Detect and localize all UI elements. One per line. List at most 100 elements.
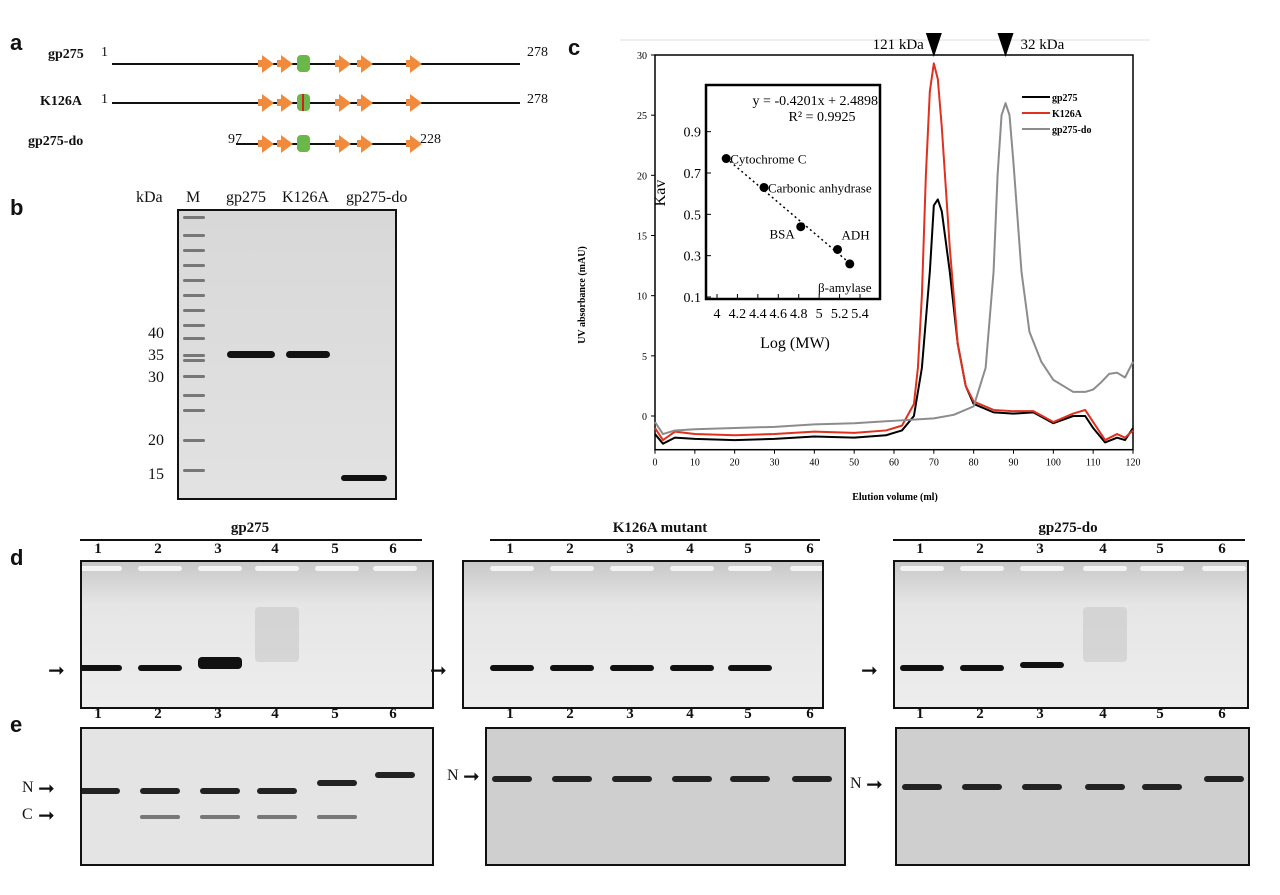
mutation-mark (302, 94, 304, 111)
lane-number: 5 (744, 541, 752, 557)
strand-shaft (357, 60, 363, 67)
lane-number: 3 (214, 541, 222, 557)
x-axis-label: Elution volume (ml) (852, 492, 938, 503)
lane-number: 2 (566, 706, 574, 722)
protein-band (286, 351, 330, 358)
construct-start: 1 (101, 92, 108, 107)
well (790, 566, 822, 571)
panel-label-a: a (10, 30, 23, 55)
x-tick-label: 40 (809, 458, 819, 469)
point-label: Cytochrome C (730, 152, 806, 167)
inset-x-tick-label: 4 (714, 307, 721, 322)
marker-label: 35 (148, 347, 164, 364)
domain-box (297, 135, 310, 152)
lane-number: 4 (271, 541, 279, 557)
strand-arrow-icon (281, 94, 293, 112)
lane-number: 5 (744, 706, 752, 722)
dna-band (138, 665, 182, 671)
strand-shaft (357, 99, 363, 106)
well (138, 566, 182, 571)
ladder-band (183, 439, 205, 442)
well (960, 566, 1004, 571)
protein-band (1142, 784, 1182, 790)
well (373, 566, 417, 571)
marker-label: 121 kDa (873, 37, 925, 53)
shifted-smear (1083, 607, 1127, 662)
x-tick-label: 30 (770, 458, 780, 469)
strand-shaft (335, 140, 341, 147)
lane-number: 2 (976, 541, 984, 557)
gel-image (462, 560, 824, 709)
lane-number: 1 (506, 706, 514, 722)
band-arrow-icon: ➞ (430, 658, 447, 682)
calibration-point (833, 244, 843, 254)
strand-arrow-icon (410, 94, 422, 112)
inset-y-tick-label: 0.1 (684, 291, 702, 306)
gel-image (485, 727, 846, 866)
protein-band (792, 776, 832, 782)
lane-number: 2 (976, 706, 984, 722)
inset-x-label: Log (MW) (760, 335, 830, 352)
inset-y-tick-label: 0.3 (684, 250, 702, 265)
protein-band (1022, 784, 1062, 790)
protein-band (1085, 784, 1125, 790)
band-arrow-icon: ➞ (463, 764, 480, 788)
inset-x-tick-label: 4.2 (729, 307, 747, 322)
well (490, 566, 534, 571)
ladder-band (183, 394, 205, 397)
dna-band (550, 665, 594, 671)
strand-arrow-icon (361, 55, 373, 73)
point-label: ADH (842, 227, 870, 242)
y-tick-label: 25 (637, 111, 647, 122)
fit-equation: y = -0.4201x + 2.4898 (753, 94, 878, 109)
strand-arrow-icon (262, 94, 274, 112)
gel-title: gp275 (230, 520, 270, 536)
strand-shaft (335, 60, 341, 67)
fragment-label: N (447, 767, 459, 784)
lane-number: 1 (506, 541, 514, 557)
well (728, 566, 772, 571)
inset-y-tick-label: 0.9 (684, 126, 702, 141)
well (1020, 566, 1064, 571)
y-axis-label: UV absorbance (mAU) (577, 246, 588, 344)
lane-number: 6 (1218, 541, 1226, 557)
y-tick-label: 5 (642, 352, 647, 363)
dna-band (900, 665, 944, 671)
series-line-K126A (654, 62, 1134, 442)
inset-y-tick-label: 0.7 (684, 167, 702, 182)
gel-title: K126A mutant (612, 520, 708, 536)
ladder-band (183, 469, 205, 472)
ladder-band (183, 354, 205, 357)
cleaved-band (257, 815, 297, 819)
strand-shaft (277, 60, 283, 67)
well (315, 566, 359, 571)
calibration-point (845, 259, 855, 269)
well (670, 566, 714, 571)
protein-band (612, 776, 652, 782)
cleaved-band (140, 815, 180, 819)
panel-label-d: d (10, 545, 24, 570)
lane-number: 6 (806, 541, 814, 557)
marker-label: 30 (148, 369, 164, 386)
lane-number: 2 (154, 541, 162, 557)
band-arrow-icon: ➞ (861, 658, 878, 682)
inset-x-tick-label: 4.6 (770, 307, 788, 322)
lane-number: 3 (1036, 706, 1044, 722)
ladder-band (183, 249, 205, 252)
dna-band (728, 665, 772, 671)
calibration-point (796, 222, 806, 232)
protein-band (375, 772, 415, 778)
series-line-gp275-do (654, 102, 1134, 436)
x-tick-label: 70 (929, 458, 939, 469)
dna-band (82, 665, 122, 671)
strand-shaft (406, 60, 412, 67)
dna-band (610, 665, 654, 671)
construct-end: 228 (420, 132, 441, 147)
lane-label: gp275-do (346, 189, 408, 206)
protein-band (962, 784, 1002, 790)
lane-number: 4 (1099, 706, 1107, 722)
panel-label-e: e (10, 712, 23, 737)
protein-band (552, 776, 592, 782)
construct-line (112, 102, 520, 104)
point-label: BSA (769, 227, 795, 242)
